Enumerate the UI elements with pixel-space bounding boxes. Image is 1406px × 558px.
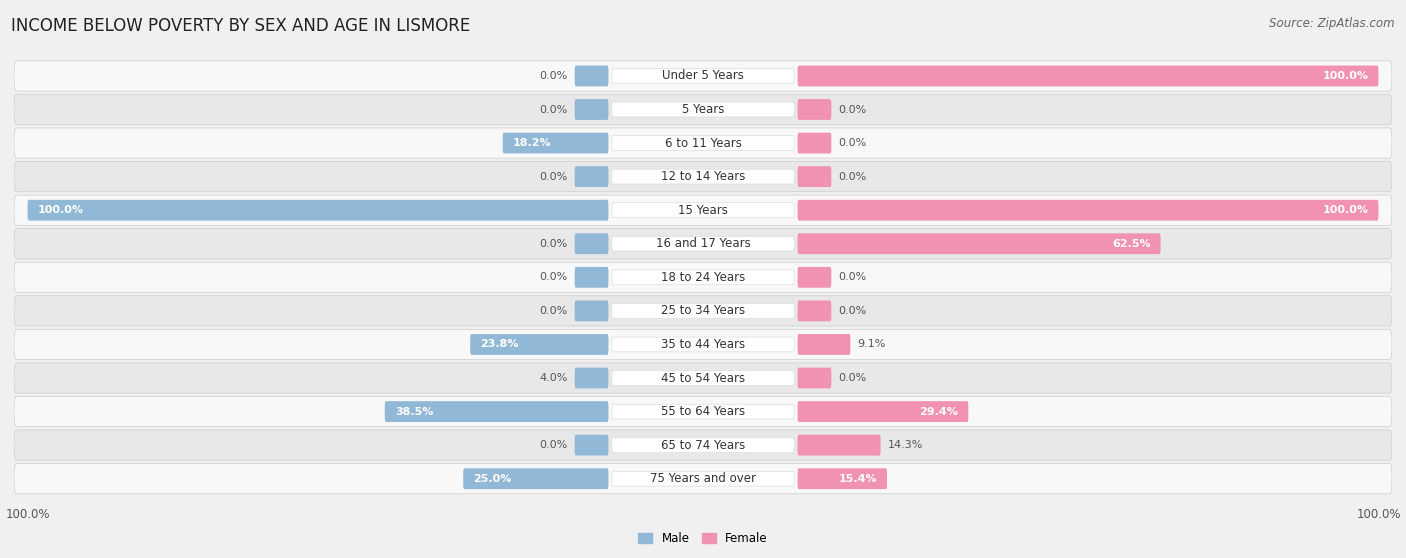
FancyBboxPatch shape <box>612 169 794 184</box>
Text: 9.1%: 9.1% <box>858 339 886 349</box>
FancyBboxPatch shape <box>575 99 609 120</box>
FancyBboxPatch shape <box>797 200 1378 220</box>
FancyBboxPatch shape <box>797 99 831 120</box>
FancyBboxPatch shape <box>612 203 794 218</box>
FancyBboxPatch shape <box>575 166 609 187</box>
FancyBboxPatch shape <box>575 267 609 288</box>
FancyBboxPatch shape <box>575 300 609 321</box>
FancyBboxPatch shape <box>14 161 1392 192</box>
Text: 25 to 34 Years: 25 to 34 Years <box>661 304 745 318</box>
Text: 100.0%: 100.0% <box>1322 205 1368 215</box>
Text: 100.0%: 100.0% <box>38 205 84 215</box>
FancyBboxPatch shape <box>797 401 969 422</box>
Text: 0.0%: 0.0% <box>838 373 866 383</box>
Legend: Male, Female: Male, Female <box>634 527 772 550</box>
Text: 0.0%: 0.0% <box>540 440 568 450</box>
Text: 0.0%: 0.0% <box>838 172 866 182</box>
Text: 14.3%: 14.3% <box>887 440 922 450</box>
Text: 0.0%: 0.0% <box>540 272 568 282</box>
Text: 0.0%: 0.0% <box>540 71 568 81</box>
Text: 18.2%: 18.2% <box>513 138 551 148</box>
FancyBboxPatch shape <box>575 368 609 388</box>
FancyBboxPatch shape <box>612 270 794 285</box>
Text: 0.0%: 0.0% <box>838 306 866 316</box>
Text: 0.0%: 0.0% <box>838 272 866 282</box>
Text: 55 to 64 Years: 55 to 64 Years <box>661 405 745 418</box>
FancyBboxPatch shape <box>797 334 851 355</box>
Text: 29.4%: 29.4% <box>920 407 959 417</box>
FancyBboxPatch shape <box>385 401 609 422</box>
Text: Under 5 Years: Under 5 Years <box>662 69 744 83</box>
Text: 75 Years and over: 75 Years and over <box>650 472 756 485</box>
FancyBboxPatch shape <box>14 229 1392 259</box>
Text: 100.0%: 100.0% <box>1322 71 1368 81</box>
FancyBboxPatch shape <box>14 363 1392 393</box>
Text: 12 to 14 Years: 12 to 14 Years <box>661 170 745 183</box>
FancyBboxPatch shape <box>575 435 609 455</box>
Text: 16 and 17 Years: 16 and 17 Years <box>655 237 751 250</box>
FancyBboxPatch shape <box>612 371 794 386</box>
FancyBboxPatch shape <box>797 368 831 388</box>
Text: 0.0%: 0.0% <box>838 138 866 148</box>
FancyBboxPatch shape <box>14 329 1392 359</box>
Text: 45 to 54 Years: 45 to 54 Years <box>661 372 745 384</box>
Text: 15 Years: 15 Years <box>678 204 728 217</box>
FancyBboxPatch shape <box>14 61 1392 91</box>
FancyBboxPatch shape <box>470 334 609 355</box>
Text: 15.4%: 15.4% <box>838 474 877 484</box>
FancyBboxPatch shape <box>612 337 794 352</box>
FancyBboxPatch shape <box>612 404 794 419</box>
FancyBboxPatch shape <box>797 435 880 455</box>
FancyBboxPatch shape <box>612 438 794 453</box>
FancyBboxPatch shape <box>612 102 794 117</box>
Text: 0.0%: 0.0% <box>540 239 568 249</box>
FancyBboxPatch shape <box>797 133 831 153</box>
Text: 65 to 74 Years: 65 to 74 Years <box>661 439 745 451</box>
Text: 0.0%: 0.0% <box>540 306 568 316</box>
FancyBboxPatch shape <box>14 464 1392 494</box>
FancyBboxPatch shape <box>612 69 794 83</box>
FancyBboxPatch shape <box>14 262 1392 292</box>
Text: 0.0%: 0.0% <box>838 104 866 114</box>
FancyBboxPatch shape <box>797 65 1378 86</box>
FancyBboxPatch shape <box>14 296 1392 326</box>
FancyBboxPatch shape <box>463 468 609 489</box>
FancyBboxPatch shape <box>797 166 831 187</box>
FancyBboxPatch shape <box>612 237 794 251</box>
Text: Source: ZipAtlas.com: Source: ZipAtlas.com <box>1270 17 1395 30</box>
FancyBboxPatch shape <box>14 128 1392 158</box>
Text: 0.0%: 0.0% <box>540 172 568 182</box>
Text: 0.0%: 0.0% <box>540 104 568 114</box>
FancyBboxPatch shape <box>14 94 1392 124</box>
FancyBboxPatch shape <box>14 397 1392 427</box>
FancyBboxPatch shape <box>797 267 831 288</box>
FancyBboxPatch shape <box>797 233 1160 254</box>
Text: 5 Years: 5 Years <box>682 103 724 116</box>
FancyBboxPatch shape <box>14 430 1392 460</box>
Text: 38.5%: 38.5% <box>395 407 433 417</box>
FancyBboxPatch shape <box>612 136 794 151</box>
Text: 6 to 11 Years: 6 to 11 Years <box>665 137 741 150</box>
Text: 62.5%: 62.5% <box>1112 239 1150 249</box>
Text: INCOME BELOW POVERTY BY SEX AND AGE IN LISMORE: INCOME BELOW POVERTY BY SEX AND AGE IN L… <box>11 17 471 35</box>
FancyBboxPatch shape <box>797 468 887 489</box>
FancyBboxPatch shape <box>612 304 794 318</box>
Text: 23.8%: 23.8% <box>481 339 519 349</box>
Text: 35 to 44 Years: 35 to 44 Years <box>661 338 745 351</box>
FancyBboxPatch shape <box>797 300 831 321</box>
Text: 25.0%: 25.0% <box>474 474 512 484</box>
FancyBboxPatch shape <box>14 195 1392 225</box>
Text: 18 to 24 Years: 18 to 24 Years <box>661 271 745 284</box>
FancyBboxPatch shape <box>612 472 794 486</box>
FancyBboxPatch shape <box>503 133 609 153</box>
FancyBboxPatch shape <box>575 65 609 86</box>
FancyBboxPatch shape <box>575 233 609 254</box>
FancyBboxPatch shape <box>28 200 609 220</box>
Text: 4.0%: 4.0% <box>540 373 568 383</box>
